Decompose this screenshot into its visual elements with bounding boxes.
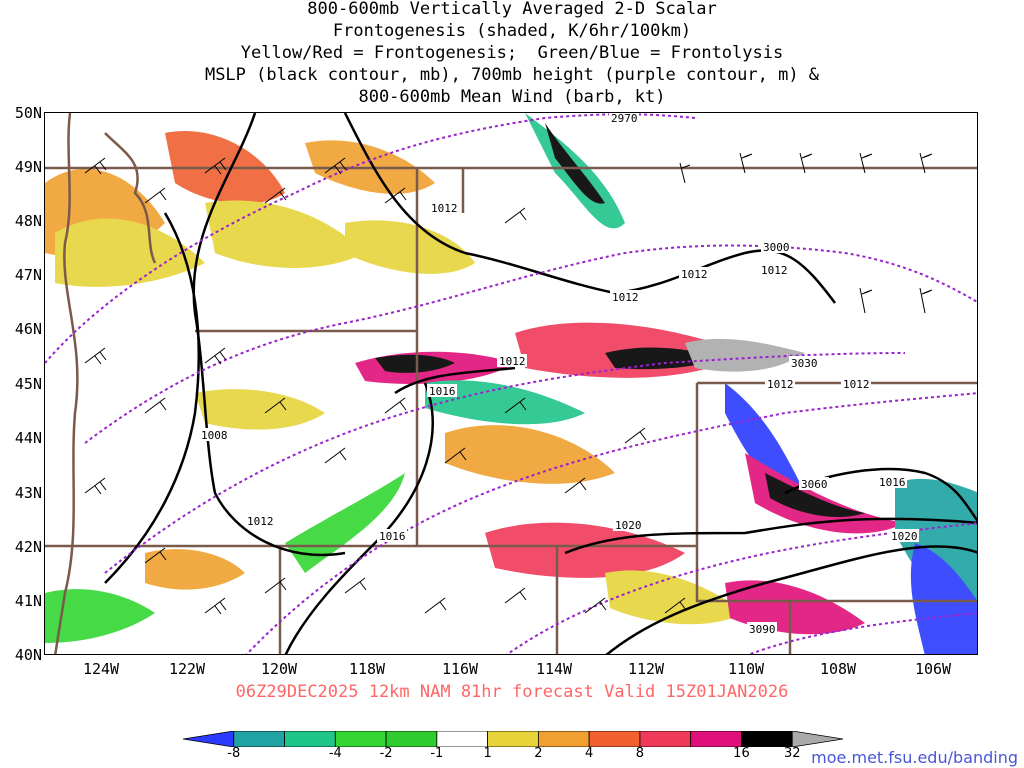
mslp-label: 1012	[499, 355, 526, 368]
mslp-label: 1012	[761, 264, 788, 277]
lat-label: 44N	[14, 429, 42, 447]
mslp-label: 1020	[891, 530, 918, 543]
colorbar-segment	[537, 731, 590, 747]
lon-label: 112W	[627, 660, 665, 678]
height-label: 3060	[801, 478, 828, 491]
colorbar-label: -8	[227, 746, 241, 761]
lon-label: 122W	[168, 660, 206, 678]
colorbar-segment	[639, 731, 692, 747]
colorbar-label: 4	[585, 746, 594, 761]
colorbar-segment	[334, 731, 387, 747]
mslp-label: 1016	[379, 530, 406, 543]
lon-label: 110W	[727, 660, 765, 678]
mslp-label: 1012	[767, 378, 794, 391]
colorbar-label: -2	[379, 746, 393, 761]
lon-label: 124W	[82, 660, 120, 678]
title-line-4: MSLP (black contour, mb), 700mb height (…	[204, 65, 820, 85]
wind-barbs	[84, 152, 933, 615]
mslp-label: 1008	[201, 429, 228, 442]
lon-label: 106W	[914, 660, 952, 678]
title-line-5: 800-600mb Mean Wind (barb, kt)	[358, 87, 666, 107]
colorbar-segment	[183, 731, 235, 747]
lon-label: 118W	[348, 660, 386, 678]
mslp-label: 1012	[612, 291, 639, 304]
lon-label: 114W	[535, 660, 573, 678]
forecast-valid-time: 06Z29DEC2025 12km NAM 81hr forecast Vali…	[235, 682, 789, 702]
colorbar-label: -1	[430, 746, 444, 761]
mslp-label: 1012	[431, 202, 458, 215]
height-label: 3000	[763, 241, 790, 254]
mslp-label: 1020	[615, 519, 642, 532]
map-panel: 1012 1012 1012 1012 1012 1016 1012 1012 …	[44, 112, 978, 655]
lat-label: 50N	[14, 104, 42, 122]
colorbar-segment	[284, 731, 336, 747]
mslp-label: 1012	[843, 378, 870, 391]
map-canvas: 1012 1012 1012 1012 1012 1016 1012 1012 …	[45, 113, 977, 654]
lat-label: 46N	[14, 320, 42, 338]
lon-label: 120W	[260, 660, 298, 678]
colorbar-segments	[183, 731, 843, 747]
lon-label: 108W	[819, 660, 857, 678]
height-label: 3030	[791, 357, 818, 370]
colorbar-label: 1	[483, 746, 492, 761]
height-label: 2970	[611, 113, 638, 125]
colorbar-segment	[690, 731, 742, 747]
title-line-3: Yellow/Red = Frontogenesis; Green/Blue =…	[240, 43, 784, 63]
mslp-label: 1016	[879, 476, 906, 489]
colorbar-segment	[233, 731, 285, 747]
lat-label: 49N	[14, 158, 42, 176]
colorbar-segment	[487, 731, 539, 747]
mslp-label: 1012	[247, 515, 274, 528]
colorbar-segment	[436, 731, 489, 747]
mslp-label: 1016	[429, 385, 456, 398]
height-label: 3090	[749, 623, 776, 636]
colorbar-label: 16	[733, 746, 750, 761]
title-line-1: 800-600mb Vertically Averaged 2-D Scalar	[307, 0, 717, 19]
lat-label: 41N	[14, 592, 42, 610]
colorbar-segment	[588, 731, 641, 747]
lat-label: 47N	[14, 266, 42, 284]
colorbar-segment	[385, 731, 438, 747]
colorbar-label: 2	[534, 746, 543, 761]
colorbar-label: 8	[635, 746, 645, 761]
credit-link[interactable]: moe.met.fsu.edu/banding	[811, 748, 1018, 767]
coastline	[54, 113, 157, 654]
lon-label: 116W	[441, 660, 479, 678]
lat-label: 42N	[14, 538, 42, 556]
lat-label: 40N	[14, 646, 42, 664]
colorbar-segment	[791, 731, 843, 747]
lat-label: 48N	[14, 212, 42, 230]
colorbar	[183, 731, 843, 747]
lat-label: 45N	[14, 375, 42, 393]
colorbar-label: -4	[328, 746, 342, 761]
mslp-label: 1012	[681, 268, 708, 281]
title-line-2: Frontogenesis (shaded, K/6hr/100km)	[332, 21, 692, 41]
contour-labels: 1012 1012 1012 1012 1012 1016 1012 1012 …	[199, 113, 919, 636]
colorbar-segment	[741, 731, 793, 747]
colorbar-label: 32	[783, 746, 801, 761]
lat-label: 43N	[14, 484, 42, 502]
